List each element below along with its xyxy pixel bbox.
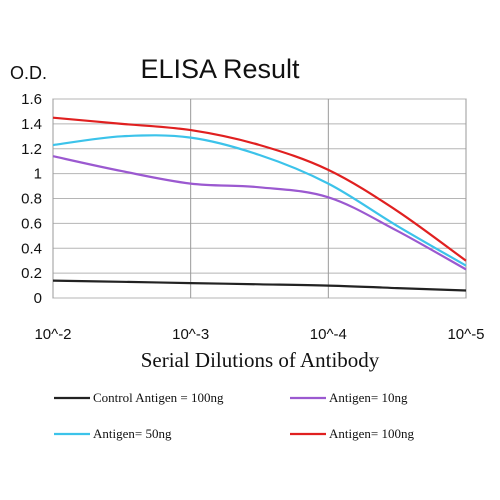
- series-line-antigen-100ng: [52, 116, 467, 262]
- series-line-antigen-10ng: [52, 155, 467, 271]
- grid: [52, 98, 467, 299]
- legend-label: Antigen= 10ng: [329, 390, 408, 405]
- legend-item-control: Control Antigen = 100ng: [54, 390, 224, 405]
- y-tick-label: 1.6: [21, 91, 42, 108]
- series-lines: [52, 116, 467, 292]
- series-line-control: [52, 279, 467, 292]
- x-tick-label: 10^-2: [34, 326, 71, 343]
- x-tick-labels: 10^-2 10^-3 10^-4 10^-5: [34, 326, 484, 343]
- x-tick-label: 10^-4: [310, 326, 347, 343]
- x-tick-label: 10^-3: [172, 326, 209, 343]
- y-tick-label: 1: [34, 166, 42, 183]
- legend-item-antigen-50ng: Antigen= 50ng: [54, 426, 172, 441]
- legend-item-antigen-10ng: Antigen= 10ng: [290, 390, 408, 405]
- y-tick-label: 0.4: [21, 240, 42, 257]
- series-line-antigen-50ng: [52, 134, 467, 267]
- legend-label: Control Antigen = 100ng: [93, 390, 224, 405]
- chart-title: ELISA Result: [140, 54, 300, 84]
- y-tick-labels: 0 0.2 0.4 0.6 0.8 1 1.2 1.4 1.6: [21, 91, 42, 307]
- x-axis-label: Serial Dilutions of Antibody: [141, 348, 380, 372]
- legend: Control Antigen = 100ng Antigen= 10ng Anti…: [54, 390, 414, 441]
- y-tick-label: 0.6: [21, 215, 42, 232]
- y-tick-label: 0.8: [21, 191, 42, 208]
- y-tick-label: 1.2: [21, 141, 42, 158]
- legend-label: Antigen= 50ng: [93, 426, 172, 441]
- y-tick-label: 1.4: [21, 116, 42, 133]
- y-axis-label: O.D.: [10, 63, 47, 83]
- y-tick-label: 0: [34, 290, 42, 307]
- legend-item-antigen-100ng: Antigen= 100ng: [290, 426, 414, 441]
- y-tick-label: 0.2: [21, 265, 42, 282]
- legend-label: Antigen= 100ng: [329, 426, 414, 441]
- x-tick-label: 10^-5: [447, 326, 484, 343]
